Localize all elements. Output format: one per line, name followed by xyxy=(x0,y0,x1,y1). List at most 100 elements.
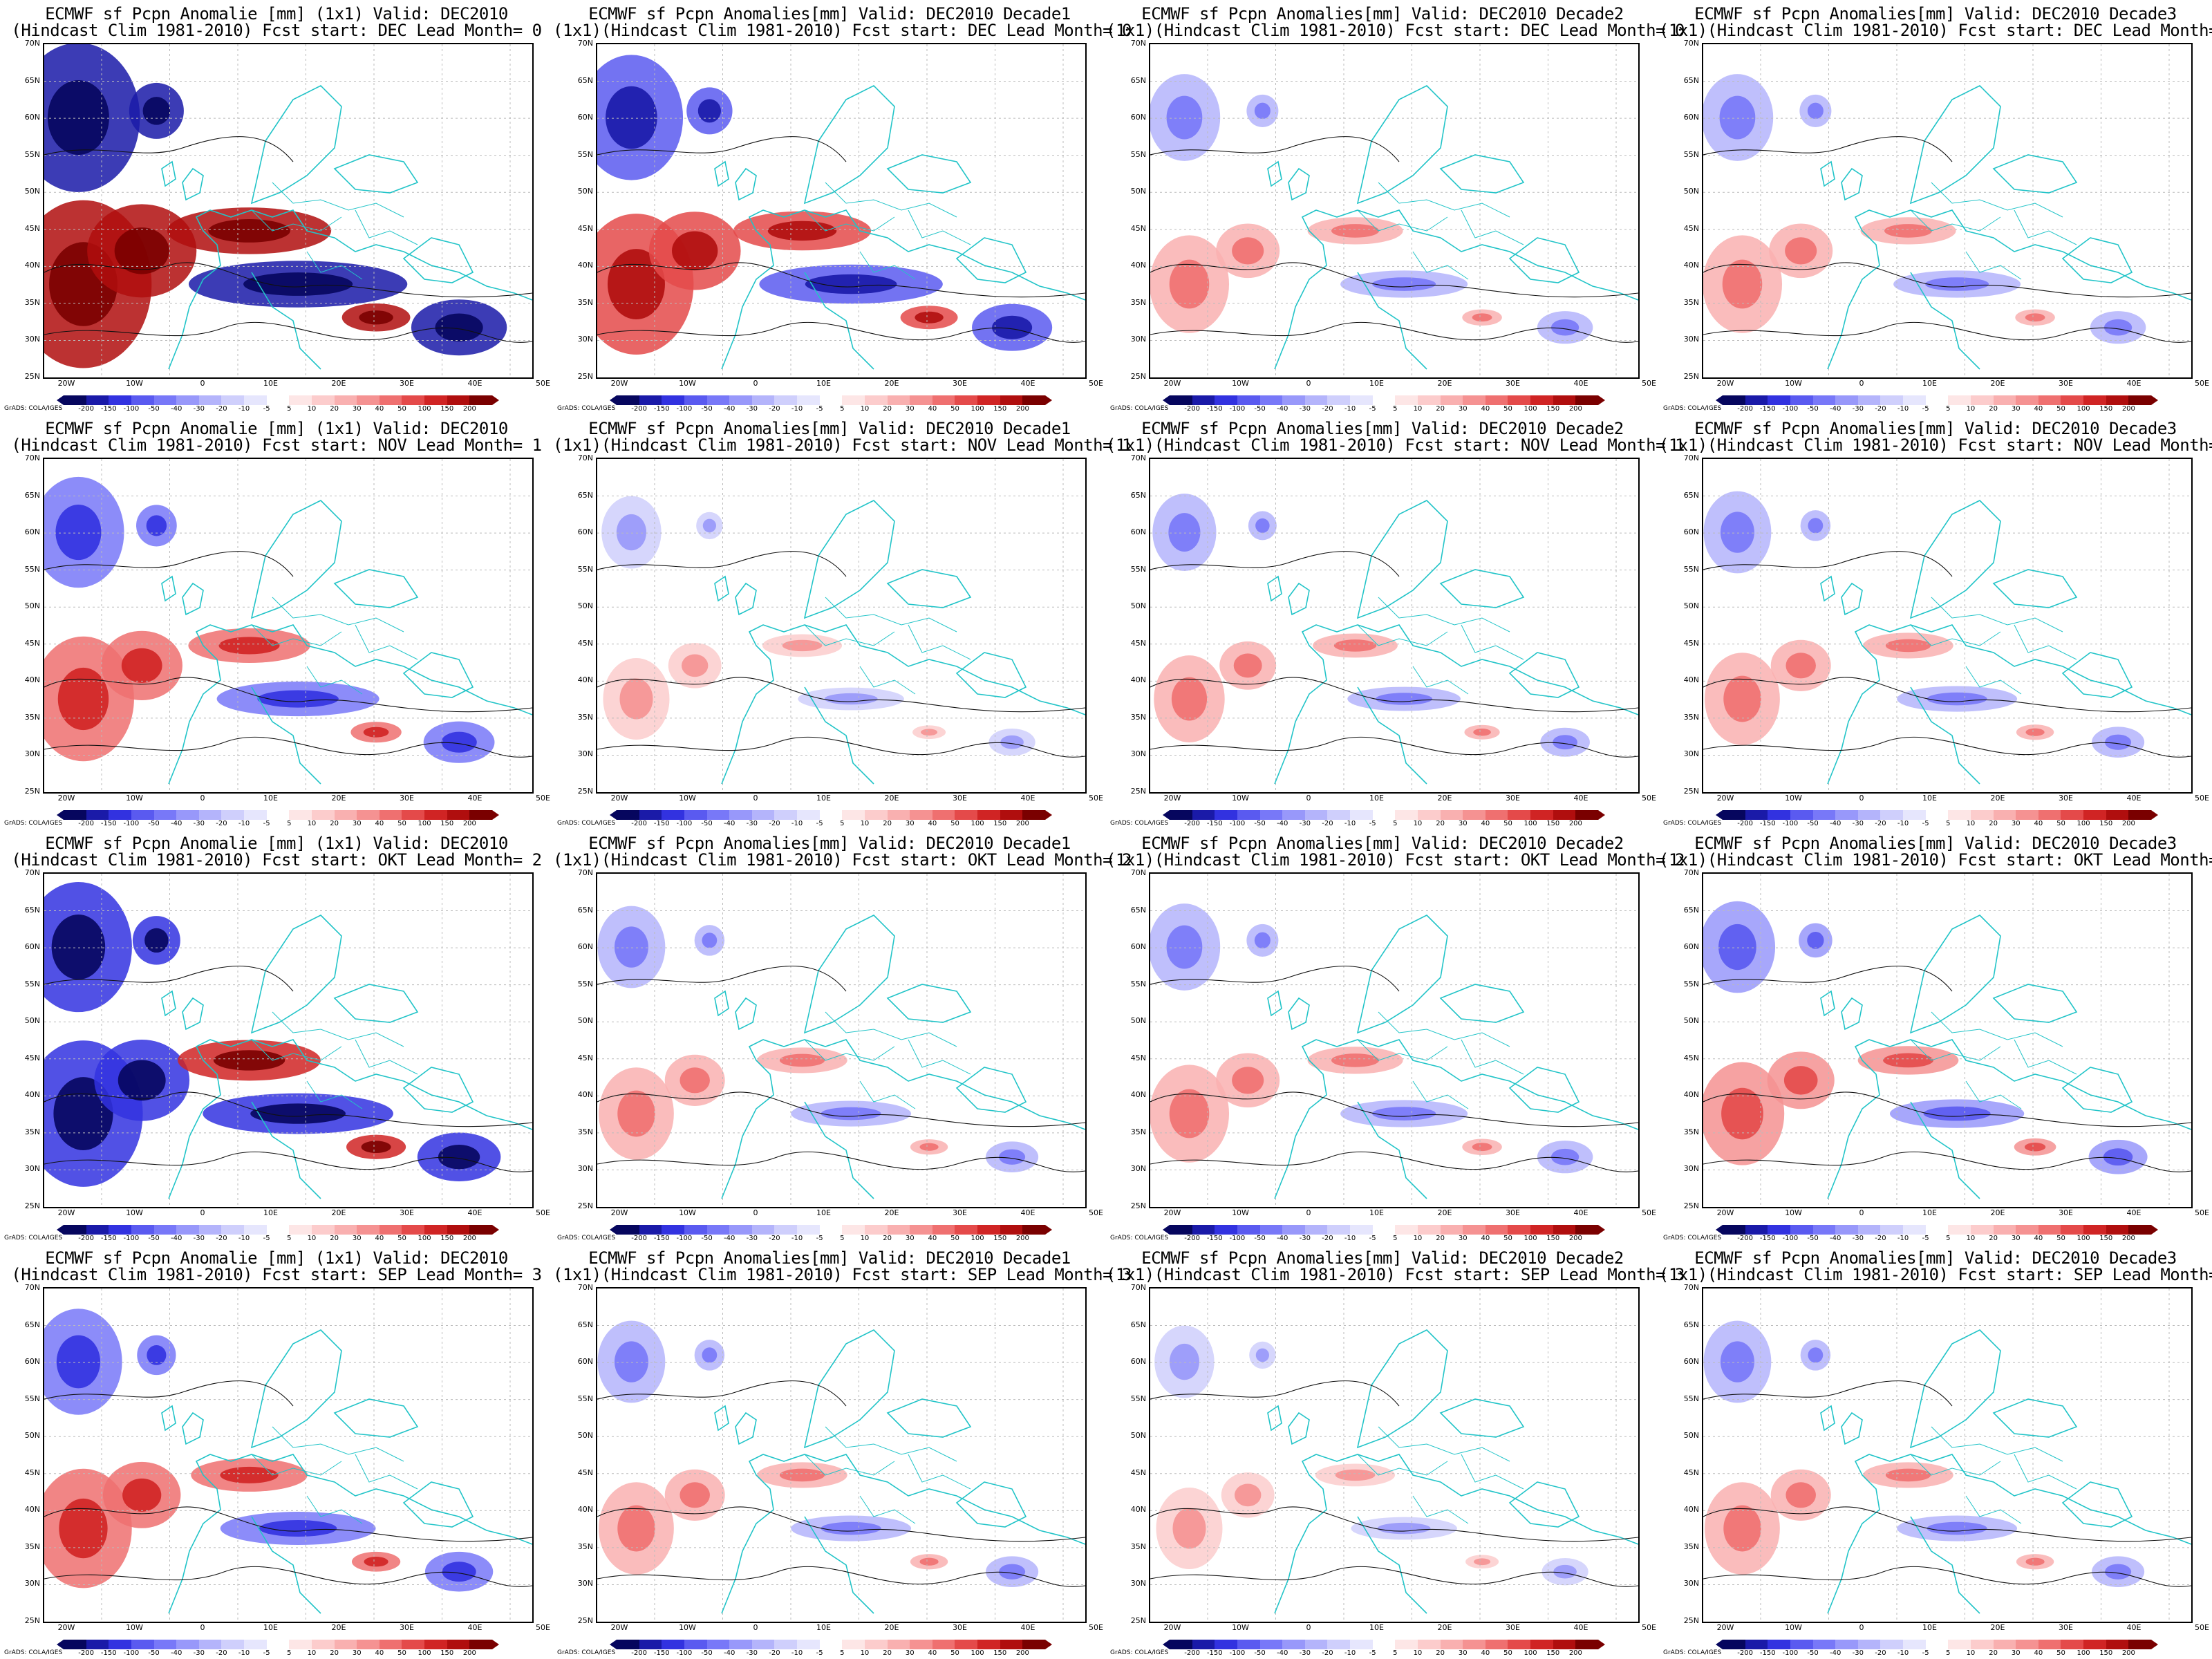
dry-anomaly-core xyxy=(1553,735,1578,750)
coastline xyxy=(2061,237,2133,283)
colorbar-tick-label: 30 xyxy=(1458,820,1468,827)
wet-anomaly-core xyxy=(364,1557,388,1567)
colorbar-swatch xyxy=(955,810,979,820)
longitude-label: 40E xyxy=(1020,1623,1035,1632)
dry-anomaly-core xyxy=(441,731,477,753)
wet-anomaly-core xyxy=(919,1557,939,1566)
colorbar-swatch xyxy=(1350,1225,1374,1235)
colorbar-arrow-right xyxy=(1045,1640,1052,1649)
coastline xyxy=(182,167,204,201)
colorbar-legend xyxy=(610,1225,1052,1235)
map-canvas xyxy=(1150,459,1638,792)
grads-credit: GrADS: COLA/IGES xyxy=(557,1235,616,1241)
colorbar-tick-label: -10 xyxy=(791,1649,803,1657)
coastline xyxy=(1439,569,1525,608)
colorbar-swatch xyxy=(1857,1640,1882,1649)
colorbar-tick-label: -100 xyxy=(676,820,693,827)
coastline xyxy=(1274,209,1638,370)
colorbar-arrow-right xyxy=(1598,1225,1605,1235)
colorbar-legend xyxy=(57,1640,499,1649)
colorbar-swatch xyxy=(1993,1225,2017,1235)
colorbar-arrow-right xyxy=(1045,810,1052,820)
colorbar-tick-label: -5 xyxy=(1369,1649,1376,1657)
colorbar-legend xyxy=(1163,1225,1605,1235)
colorbar-swatch xyxy=(955,1225,979,1235)
colorbar-swatch xyxy=(1530,1640,1554,1649)
coastline xyxy=(1288,582,1310,616)
colorbar-swatch xyxy=(1022,1640,1046,1649)
colorbar-swatch xyxy=(932,1640,956,1649)
colorbar-swatch xyxy=(684,1225,708,1235)
colorbar-swatch xyxy=(1395,1640,1418,1649)
colorbar-swatch xyxy=(774,1640,798,1649)
longitude-label: 10E xyxy=(263,794,278,803)
colorbar-arrow-left xyxy=(1163,810,1170,820)
latitude-label: 25N xyxy=(1130,1616,1146,1625)
colorbar-arrow-right xyxy=(1598,810,1605,820)
grads-credit: GrADS: COLA/IGES xyxy=(557,820,616,827)
colorbar-swatch xyxy=(1395,395,1418,405)
climatology-contour xyxy=(597,1380,847,1407)
latitude-label: 70N xyxy=(1130,453,1146,462)
longitude-label: 20E xyxy=(884,1208,899,1217)
latitude-label: 65N xyxy=(1130,490,1146,500)
colorbar-swatch xyxy=(797,1640,821,1649)
coastline xyxy=(804,1516,874,1614)
colorbar-swatch xyxy=(1790,810,1814,820)
latitude-label: 25N xyxy=(577,1201,593,1210)
longitude-label: 0 xyxy=(753,1623,758,1632)
colorbar-swatch xyxy=(198,395,223,405)
coastline xyxy=(1357,1516,1427,1614)
latitude-label: 70N xyxy=(577,868,593,877)
panel-title: ECMWF sf Pcpn Anomalies[mm] Valid: DEC20… xyxy=(588,1248,1071,1268)
colorbar-swatch xyxy=(1304,395,1329,405)
latitude-label: 30N xyxy=(1683,1579,1699,1588)
longitude-label: 20W xyxy=(1716,379,1734,388)
longitude-label: 20W xyxy=(57,379,75,388)
colorbar-arrow-right xyxy=(2151,810,2158,820)
colorbar-tick-label: 100 xyxy=(418,820,431,827)
colorbar-swatch xyxy=(1192,1225,1216,1235)
country-border xyxy=(908,209,971,245)
colorbar-tick-label: 40 xyxy=(928,405,937,413)
dry-anomaly-core xyxy=(697,99,721,123)
precip-anomaly-map xyxy=(596,458,1087,794)
wet-anomaly-core xyxy=(1785,653,1816,679)
wet-anomaly-core xyxy=(1472,1143,1492,1152)
latitude-label: 35N xyxy=(1683,712,1699,722)
colorbar-tick-label: 10 xyxy=(1413,405,1423,413)
longitude-label: 10E xyxy=(1369,1623,1384,1632)
dry-anomaly-core xyxy=(1166,95,1203,140)
country-border xyxy=(908,1039,971,1075)
colorbar-swatch xyxy=(176,395,200,405)
colorbar-tick-label: 30 xyxy=(2011,405,2021,413)
colorbar-swatch xyxy=(1327,1225,1351,1235)
coastline xyxy=(721,1039,1085,1199)
colorbar-tick-label: 30 xyxy=(2011,1649,2021,1657)
colorbar-swatch xyxy=(311,810,335,820)
latitude-label: 40N xyxy=(577,1090,593,1100)
colorbar-swatch xyxy=(131,1225,155,1235)
longitude-label: 0 xyxy=(1859,379,1864,388)
longitude-label: 20W xyxy=(1163,794,1181,803)
colorbar-tick-label: 200 xyxy=(462,820,476,827)
latitude-label: 40N xyxy=(1683,261,1699,270)
latitude-label: 25N xyxy=(1683,1616,1699,1625)
colorbar-tick-label: 200 xyxy=(1568,1649,1582,1657)
colorbar-tick-label: 10 xyxy=(1413,1235,1423,1242)
colorbar-swatch xyxy=(86,1225,110,1235)
coastline xyxy=(1356,85,1448,205)
coastline xyxy=(886,1398,972,1438)
dry-anomaly-core xyxy=(243,272,353,296)
colorbar-tick-label: 10 xyxy=(1966,1235,1976,1242)
latitude-label: 45N xyxy=(24,1468,40,1477)
colorbar-swatch xyxy=(774,810,798,820)
colorbar-arrow-right xyxy=(492,810,499,820)
latitude-label: 60N xyxy=(24,1357,40,1367)
colorbar-tick-label: -10 xyxy=(1344,1649,1356,1657)
coastline xyxy=(1820,990,1835,1017)
longitude-label: 50E xyxy=(2195,379,2209,388)
latitude-label: 40N xyxy=(577,675,593,685)
colorbar-tick-label: 30 xyxy=(1458,1235,1468,1242)
country-border xyxy=(2014,1454,2077,1490)
